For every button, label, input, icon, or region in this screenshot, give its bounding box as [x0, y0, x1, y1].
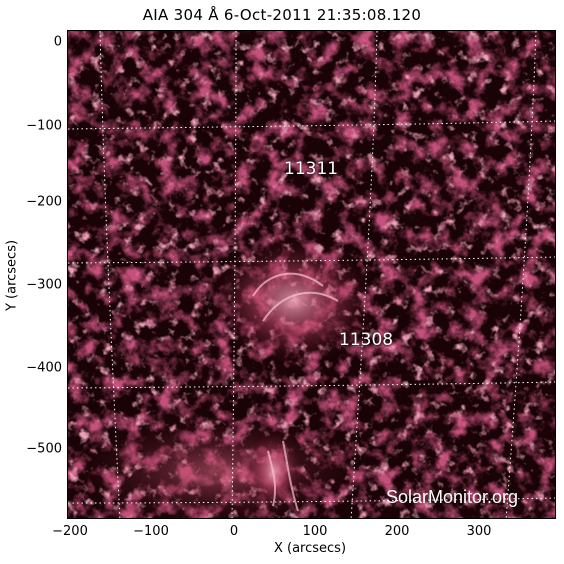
x-tick-0: 0	[229, 524, 239, 539]
y-tick-0: 0	[53, 34, 62, 50]
y-tick-minus-200: −200	[26, 194, 62, 210]
y-axis-label: Y (arcsecs)	[4, 239, 20, 312]
active-region-label-11308: 11308	[339, 330, 394, 350]
solar-image-panel: 11311 11308	[67, 30, 556, 519]
image-title: AIA 304 Å 6-Oct-2011 21:35:08.120	[142, 6, 422, 24]
x-tick-200: 200	[384, 524, 410, 539]
x-tick-300: 300	[466, 524, 492, 539]
x-axis-label: X (arcsecs)	[273, 541, 347, 556]
active-region-label-11311: 11311	[284, 159, 339, 179]
y-tick-minus-500: −500	[26, 441, 62, 457]
y-tick-minus-300: −300	[26, 277, 62, 293]
solar-plasma-image	[68, 31, 555, 518]
watermark: SolarMonitor.org	[386, 487, 519, 507]
y-tick-minus-100: −100	[26, 118, 62, 134]
x-tick-100: 100	[302, 524, 328, 539]
x-tick-minus-200: −200	[52, 524, 88, 539]
x-tick-minus-100: −100	[133, 524, 169, 539]
y-tick-minus-400: −400	[26, 360, 62, 376]
